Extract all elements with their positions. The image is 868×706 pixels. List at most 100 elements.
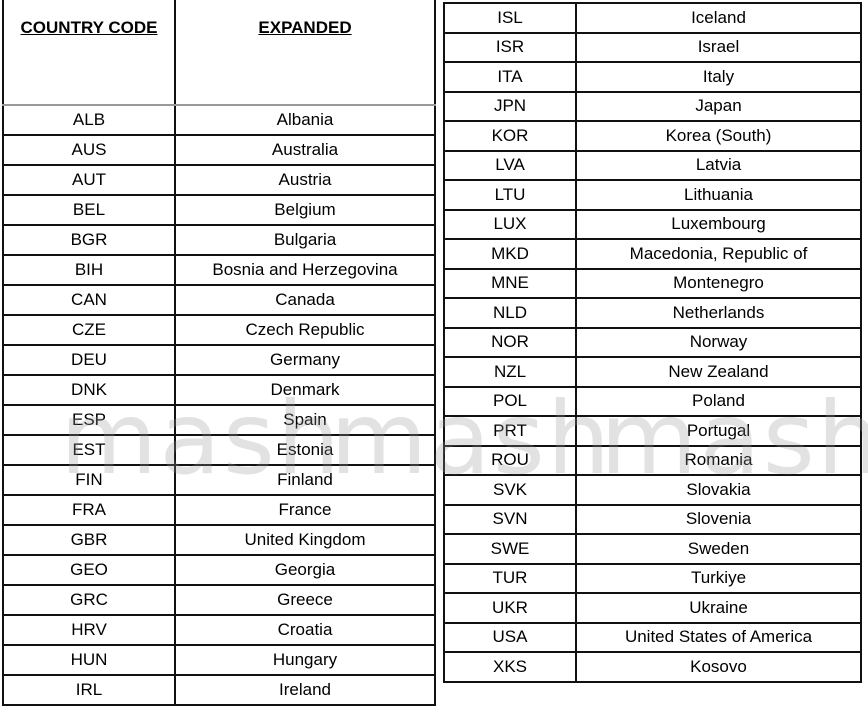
country-name-cell: United Kingdom: [174, 524, 436, 556]
country-name-cell: Germany: [174, 344, 436, 376]
table-row: MNE Montenegro: [443, 267, 862, 299]
country-code-table-left: COUNTRY CODE EXPANDED ALB Albania AUS Austr…: [2, 0, 436, 706]
table-row: XKS Kosovo: [443, 651, 862, 683]
table-row: NLD Netherlands: [443, 297, 862, 329]
country-name-cell: Macedonia, Republic of: [575, 238, 862, 270]
country-code-cell: GEO: [2, 554, 176, 586]
table-row: LVA Latvia: [443, 149, 862, 181]
country-code-cell: USA: [443, 621, 577, 653]
table-row: KOR Korea (South): [443, 120, 862, 152]
country-name-cell: Japan: [575, 90, 862, 122]
country-code-cell: CAN: [2, 284, 176, 316]
country-name-cell: United States of America: [575, 621, 862, 653]
country-code-cell: GBR: [2, 524, 176, 556]
country-name-cell: Greece: [174, 584, 436, 616]
country-code-cell: ISR: [443, 31, 577, 63]
country-code-cell: LUX: [443, 208, 577, 240]
country-code-cell: BIH: [2, 254, 176, 286]
country-name-cell: Romania: [575, 444, 862, 476]
country-code-cell: AUT: [2, 164, 176, 196]
country-name-cell: Czech Republic: [174, 314, 436, 346]
country-code-cell: DEU: [2, 344, 176, 376]
country-name-cell: Estonia: [174, 434, 436, 466]
country-name-cell: Sweden: [575, 533, 862, 565]
country-code-cell: HRV: [2, 614, 176, 646]
country-code-cell: SVK: [443, 474, 577, 506]
country-name-cell: Finland: [174, 464, 436, 496]
table-row: HUN Hungary: [2, 644, 436, 676]
country-name-cell: Ireland: [174, 674, 436, 706]
country-name-cell: Italy: [575, 61, 862, 93]
country-name-cell: Canada: [174, 284, 436, 316]
header-country-code: COUNTRY CODE: [2, 0, 176, 106]
country-code-cell: MNE: [443, 267, 577, 299]
country-name-cell: Lithuania: [575, 179, 862, 211]
country-name-cell: Austria: [174, 164, 436, 196]
country-code-cell: ISL: [443, 2, 577, 34]
table-row: ISL Iceland: [443, 2, 862, 34]
table-row: FIN Finland: [2, 464, 436, 496]
table-row: TUR Turkiye: [443, 562, 862, 594]
country-code-cell: NZL: [443, 356, 577, 388]
table-row: DNK Denmark: [2, 374, 436, 406]
country-name-cell: Bosnia and Herzegovina: [174, 254, 436, 286]
table-row: ROU Romania: [443, 444, 862, 476]
country-name-cell: Georgia: [174, 554, 436, 586]
table-row: FRA France: [2, 494, 436, 526]
country-code-cell: KOR: [443, 120, 577, 152]
country-code-cell: XKS: [443, 651, 577, 683]
country-code-cell: IRL: [2, 674, 176, 706]
country-name-cell: Croatia: [174, 614, 436, 646]
table-row: POL Poland: [443, 385, 862, 417]
header-expanded: EXPANDED: [174, 0, 436, 106]
country-code-cell: BEL: [2, 194, 176, 226]
country-code-cell: UKR: [443, 592, 577, 624]
country-name-cell: Australia: [174, 134, 436, 166]
country-name-cell: Norway: [575, 326, 862, 358]
table-row: HRV Croatia: [2, 614, 436, 646]
country-code-cell: NLD: [443, 297, 577, 329]
country-code-cell: MKD: [443, 238, 577, 270]
country-code-cell: BGR: [2, 224, 176, 256]
country-name-cell: Latvia: [575, 149, 862, 181]
country-name-cell: New Zealand: [575, 356, 862, 388]
table-row: LUX Luxembourg: [443, 208, 862, 240]
country-name-cell: Israel: [575, 31, 862, 63]
table-row: CZE Czech Republic: [2, 314, 436, 346]
country-name-cell: Montenegro: [575, 267, 862, 299]
country-code-cell: LTU: [443, 179, 577, 211]
table-row: EST Estonia: [2, 434, 436, 466]
table-row: MKD Macedonia, Republic of: [443, 238, 862, 270]
table-row: BEL Belgium: [2, 194, 436, 226]
country-name-cell: Portugal: [575, 415, 862, 447]
table-row: CAN Canada: [2, 284, 436, 316]
country-code-cell: TUR: [443, 562, 577, 594]
country-code-cell: NOR: [443, 326, 577, 358]
table-row: ALB Albania: [2, 104, 436, 136]
country-name-cell: Netherlands: [575, 297, 862, 329]
table-row: NZL New Zealand: [443, 356, 862, 388]
country-name-cell: Hungary: [174, 644, 436, 676]
table-row: ESP Spain: [2, 404, 436, 436]
country-code-cell: DNK: [2, 374, 176, 406]
country-name-cell: Bulgaria: [174, 224, 436, 256]
country-name-cell: Denmark: [174, 374, 436, 406]
table-row: GBR United Kingdom: [2, 524, 436, 556]
country-code-cell: FRA: [2, 494, 176, 526]
table-row: ITA Italy: [443, 61, 862, 93]
country-name-cell: Ukraine: [575, 592, 862, 624]
country-code-cell: AUS: [2, 134, 176, 166]
country-name-cell: France: [174, 494, 436, 526]
country-code-cell: PRT: [443, 415, 577, 447]
country-code-cell: EST: [2, 434, 176, 466]
table-row: ISR Israel: [443, 31, 862, 63]
country-code-cell: SVN: [443, 503, 577, 535]
country-code-cell: FIN: [2, 464, 176, 496]
country-name-cell: Kosovo: [575, 651, 862, 683]
country-name-cell: Slovenia: [575, 503, 862, 535]
country-code-cell: POL: [443, 385, 577, 417]
country-code-cell: CZE: [2, 314, 176, 346]
table-row: GRC Greece: [2, 584, 436, 616]
country-name-cell: Turkiye: [575, 562, 862, 594]
country-code-cell: GRC: [2, 584, 176, 616]
